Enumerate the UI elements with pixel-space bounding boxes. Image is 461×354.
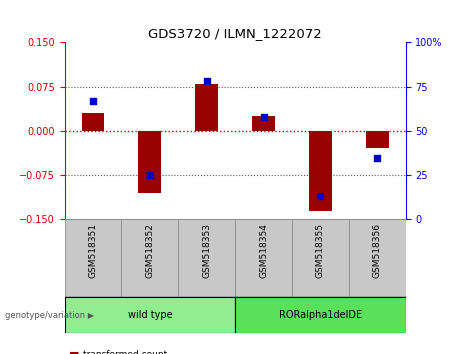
Bar xyxy=(178,219,235,297)
Bar xyxy=(82,113,104,131)
Bar xyxy=(65,297,235,333)
Text: genotype/variation ▶: genotype/variation ▶ xyxy=(5,310,94,320)
Bar xyxy=(195,84,218,131)
Text: GSM518355: GSM518355 xyxy=(316,223,325,278)
Bar xyxy=(235,297,406,333)
Bar xyxy=(292,219,349,297)
Point xyxy=(203,79,210,84)
Text: GSM518352: GSM518352 xyxy=(145,223,154,278)
Text: RORalpha1delDE: RORalpha1delDE xyxy=(279,310,362,320)
Bar xyxy=(235,219,292,297)
Point xyxy=(146,172,154,178)
Bar xyxy=(366,131,389,148)
Text: transformed count: transformed count xyxy=(83,350,167,354)
Title: GDS3720 / ILMN_1222072: GDS3720 / ILMN_1222072 xyxy=(148,27,322,40)
Bar xyxy=(309,131,332,211)
Bar xyxy=(252,116,275,131)
Point xyxy=(373,155,381,160)
Text: wild type: wild type xyxy=(128,310,172,320)
Text: GSM518356: GSM518356 xyxy=(373,223,382,278)
Text: ■: ■ xyxy=(69,350,80,354)
Text: GSM518351: GSM518351 xyxy=(89,223,97,278)
Bar xyxy=(349,219,406,297)
Point xyxy=(260,114,267,120)
Point xyxy=(317,194,324,199)
Text: GSM518353: GSM518353 xyxy=(202,223,211,278)
Bar xyxy=(65,219,121,297)
Text: GSM518354: GSM518354 xyxy=(259,223,268,278)
Point xyxy=(89,98,97,104)
Bar xyxy=(138,131,161,193)
Bar xyxy=(121,219,178,297)
